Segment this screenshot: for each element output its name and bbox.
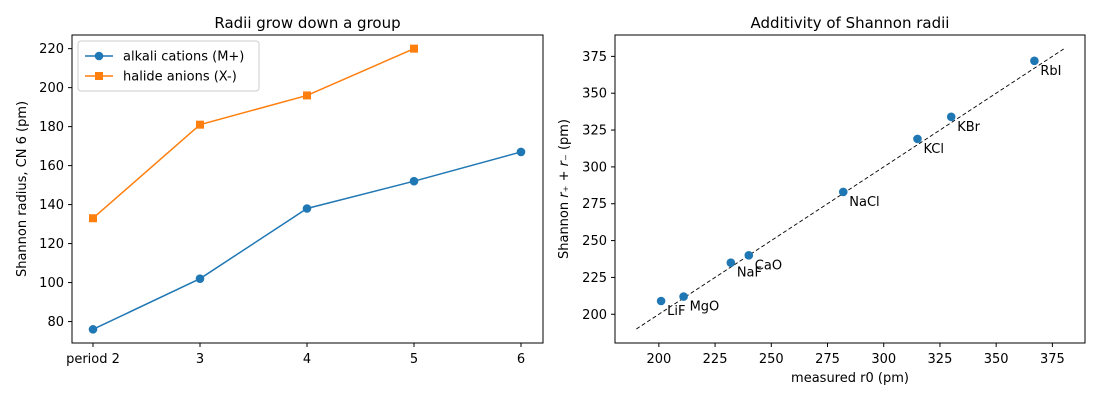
x-tick-label: 4 <box>303 352 311 367</box>
axis-ticks: period 2 3 4 5 6 80 100 120 140 160 180 200 220 <box>39 42 525 367</box>
legend-marker-halide-anions <box>95 72 103 80</box>
x-tick-label: 200 <box>646 352 671 367</box>
y-tick-label: 250 <box>582 234 607 249</box>
series-line-halide-anions <box>92 47 415 219</box>
x-tick-label: 3 <box>196 352 204 367</box>
data-point-alkali-cations <box>88 325 98 334</box>
point-label-rbi: RbI <box>1040 64 1061 79</box>
reference-line-y-equals-x <box>636 48 1064 330</box>
point-label-cao: CaO <box>755 258 782 273</box>
legend: alkali cations (M+) halide anions (X-) <box>77 40 260 92</box>
y-tick-label: 120 <box>39 237 64 252</box>
x-tick-label: 300 <box>871 352 896 367</box>
x-tick-label: 225 <box>703 352 728 367</box>
y-tick-label: 200 <box>582 308 607 323</box>
plot-frame <box>71 34 544 344</box>
x-tick-label: 250 <box>759 352 784 367</box>
point-label-naf: NaF <box>737 266 762 281</box>
chart-radii-down-group: Radii grow down a group Shannon radius, … <box>15 14 544 367</box>
y-axis-label-suffix: (pm) <box>557 119 572 154</box>
legend-label-alkali-cations: alkali cations (M+) <box>123 50 244 65</box>
y-axis-label: Shannon radius, CN 6 (pm) <box>15 101 30 277</box>
y-tick-label: 200 <box>39 81 64 96</box>
data-point-naf <box>726 258 736 267</box>
x-tick-label: 275 <box>815 352 840 367</box>
data-point-alkali-cations <box>302 204 312 213</box>
x-axis-label: measured r0 (pm) <box>791 371 909 386</box>
point-label-kbr: KBr <box>957 120 980 135</box>
y-tick-label: 225 <box>582 271 607 286</box>
data-point-halide-anions <box>410 44 418 53</box>
data-point-alkali-cations <box>409 176 419 186</box>
y-tick-label: 140 <box>39 198 64 213</box>
data-point-kbr <box>946 112 956 122</box>
y-tick-label: 160 <box>39 159 64 174</box>
y-tick-label: 350 <box>582 87 607 102</box>
data-point-cao <box>744 251 754 260</box>
data-point-halide-anions <box>303 91 311 100</box>
point-label-kcl: KCl <box>923 142 944 157</box>
y-tick-label: 220 <box>39 42 64 57</box>
x-tick-label: 350 <box>984 352 1009 367</box>
data-point-nacl <box>838 187 848 197</box>
chart-title: Additivity of Shannon radii <box>751 14 950 32</box>
data-point-mgo <box>679 292 688 301</box>
point-label-lif: LiF <box>667 304 685 319</box>
y-axis-label-prefix: Shannon <box>557 198 572 259</box>
y-axis-label: Shannon r₊ + r₋ (pm) <box>557 119 572 259</box>
data-point-rbi <box>1030 56 1039 66</box>
y-tick-label: 300 <box>582 160 607 175</box>
point-label-nacl: NaCl <box>849 195 879 210</box>
legend-label-halide-anions: halide anions (X-) <box>123 70 237 85</box>
y-tick-label: 275 <box>582 197 607 212</box>
y-tick-label: 80 <box>47 315 64 330</box>
series-line-alkali-cations <box>92 151 522 331</box>
y-tick-label: 325 <box>582 124 607 139</box>
y-tick-label: 100 <box>39 276 64 291</box>
data-point-halide-anions <box>89 214 97 223</box>
chart-additivity: Additivity of Shannon radii measured r0 … <box>557 14 1086 386</box>
data-point-alkali-cations <box>195 274 205 283</box>
x-tick-label: 6 <box>517 352 525 367</box>
data-point-halide-anions <box>196 120 204 129</box>
data-point-kcl <box>913 134 922 144</box>
legend-frame <box>77 40 260 92</box>
y-tick-label: 375 <box>582 50 607 65</box>
data-point-alkali-cations <box>516 147 526 157</box>
x-tick-label: period 2 <box>66 352 120 367</box>
point-label-mgo: MgO <box>690 300 720 315</box>
series-layer <box>88 44 526 334</box>
data-point-lif <box>656 296 666 306</box>
legend-marker-alkali-cations <box>94 51 104 61</box>
y-axis-label-math: r₊ + r₋ <box>557 154 572 198</box>
axis-ticks: 200 225 250 275 300 325 350 375 200 225 250 275 300 3… <box>582 50 1065 367</box>
plot-frame <box>614 34 1086 344</box>
y-tick-label: 180 <box>39 120 64 135</box>
chart-title: Radii grow down a group <box>214 14 400 32</box>
x-tick-label: 375 <box>1040 352 1065 367</box>
x-tick-label: 5 <box>410 352 418 367</box>
x-tick-label: 325 <box>928 352 953 367</box>
